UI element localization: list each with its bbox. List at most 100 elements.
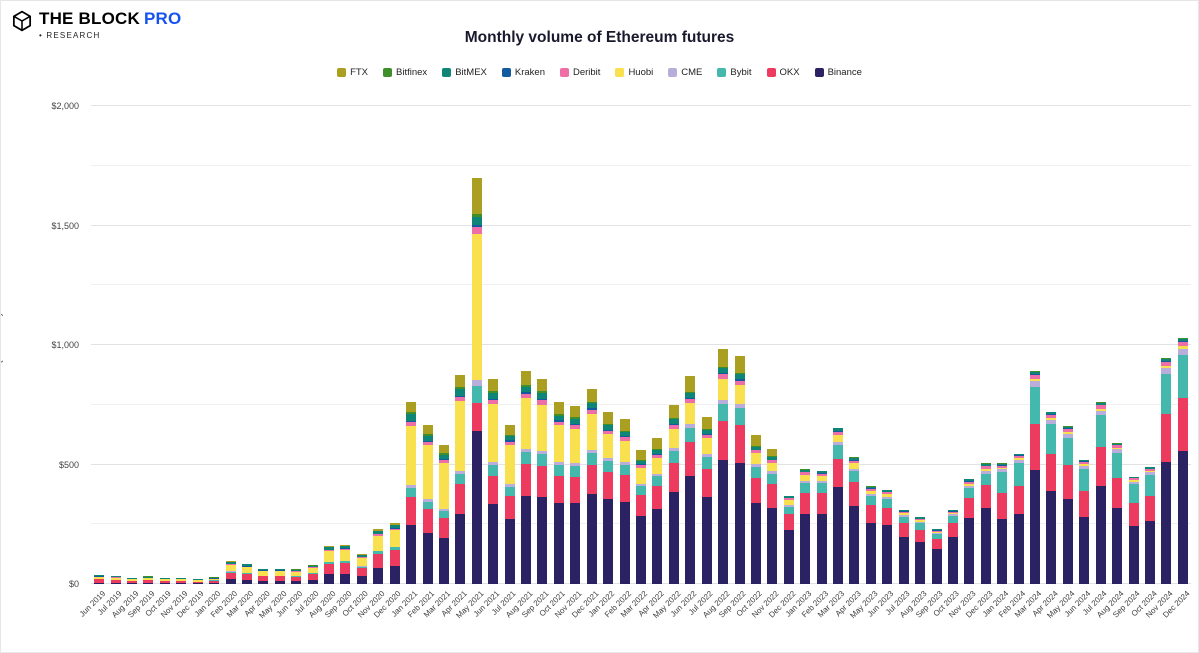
- bar-aug-2023[interactable]: [915, 517, 926, 584]
- bar-may-2020[interactable]: [274, 568, 285, 584]
- bar-apr-2023[interactable]: [849, 457, 860, 584]
- legend-item-deribit[interactable]: Deribit: [559, 67, 600, 78]
- bar-jan-2022[interactable]: [603, 412, 614, 584]
- bar-mar-2020[interactable]: [241, 563, 252, 584]
- bar-segment-okx: [209, 580, 220, 583]
- bar-segment-bitmex: [1112, 443, 1123, 445]
- bar-oct-2024[interactable]: [1144, 466, 1155, 584]
- bar-dec-2024[interactable]: [1177, 337, 1188, 584]
- bar-jan-2020[interactable]: [209, 577, 220, 584]
- bar-mar-2022[interactable]: [636, 450, 646, 584]
- bar-sep-2019[interactable]: [143, 576, 154, 584]
- bar-segment-bybit: [241, 573, 252, 574]
- bar-jun-2021[interactable]: [488, 378, 499, 584]
- bar-nov-2020[interactable]: [373, 529, 384, 584]
- bar-oct-2020[interactable]: [356, 554, 367, 584]
- bar-segment-ftx: [488, 378, 499, 391]
- bar-feb-2023[interactable]: [816, 470, 827, 584]
- the-block-pro-logo[interactable]: THE BLOCK PRO • RESEARCH: [11, 9, 181, 40]
- bar-apr-2022[interactable]: [652, 438, 663, 584]
- bar-jan-2024[interactable]: [997, 463, 1008, 584]
- bar-sep-2022[interactable]: [734, 355, 745, 584]
- legend-item-kraken[interactable]: Kraken: [501, 67, 545, 78]
- bar-apr-2024[interactable]: [1046, 411, 1057, 584]
- bar-segment-okx: [1062, 465, 1073, 500]
- bar-jun-2022[interactable]: [685, 376, 696, 584]
- bar-segment-bitfinex: [586, 401, 597, 404]
- bar-jul-2020[interactable]: [307, 564, 318, 584]
- bar-oct-2022[interactable]: [750, 434, 761, 584]
- bar-oct-2019[interactable]: [159, 578, 170, 584]
- bar-sep-2020[interactable]: [340, 544, 351, 584]
- bar-dec-2022[interactable]: [783, 495, 794, 584]
- bar-mar-2024[interactable]: [1030, 371, 1041, 584]
- bar-dec-2021[interactable]: [586, 389, 597, 584]
- bar-sep-2023[interactable]: [931, 529, 942, 584]
- bar-segment-binance: [1062, 499, 1073, 584]
- bar-mar-2023[interactable]: [833, 427, 843, 584]
- bar-nov-2021[interactable]: [570, 406, 581, 584]
- bar-segment-binance: [406, 524, 417, 584]
- bar-sep-2024[interactable]: [1128, 476, 1139, 584]
- bar-segment-bybit: [438, 510, 449, 518]
- bar-nov-2022[interactable]: [767, 449, 778, 584]
- bar-oct-2021[interactable]: [553, 402, 564, 584]
- bar-segment-okx: [603, 471, 614, 500]
- bar-jun-2023[interactable]: [882, 489, 893, 584]
- bar-segment-bitmex: [1177, 338, 1188, 341]
- bar-segment-cme: [471, 380, 482, 386]
- bar-segment-okx: [127, 581, 138, 584]
- bar-jun-2024[interactable]: [1079, 459, 1090, 584]
- bar-apr-2021[interactable]: [455, 374, 466, 584]
- bar-may-2022[interactable]: [668, 404, 679, 584]
- bar-apr-2020[interactable]: [258, 568, 269, 584]
- bar-jul-2024[interactable]: [1095, 402, 1106, 584]
- bar-aug-2024[interactable]: [1112, 443, 1123, 584]
- legend-item-ftx[interactable]: FTX: [337, 67, 368, 78]
- bar-segment-cme: [1095, 410, 1106, 416]
- bar-nov-2023[interactable]: [964, 478, 975, 584]
- bar-may-2023[interactable]: [865, 486, 876, 584]
- bar-feb-2020[interactable]: [225, 561, 236, 584]
- bar-aug-2022[interactable]: [718, 348, 729, 584]
- bar-jul-2019[interactable]: [110, 575, 121, 584]
- bar-oct-2023[interactable]: [947, 509, 958, 584]
- bar-segment-cme: [1177, 348, 1188, 356]
- legend-item-bitfinex[interactable]: Bitfinex: [383, 67, 427, 78]
- legend-item-bybit[interactable]: Bybit: [717, 67, 752, 78]
- bar-jun-2020[interactable]: [291, 569, 302, 584]
- bar-segment-binance: [783, 530, 794, 584]
- legend-item-binance[interactable]: Binance: [814, 67, 862, 78]
- bar-jul-2022[interactable]: [701, 416, 712, 584]
- bar-jan-2021[interactable]: [406, 402, 417, 584]
- bar-feb-2021[interactable]: [422, 425, 433, 584]
- bar-nov-2024[interactable]: [1161, 358, 1172, 584]
- bar-aug-2020[interactable]: [324, 545, 335, 584]
- bar-jan-2023[interactable]: [800, 469, 811, 584]
- bar-dec-2020[interactable]: [389, 523, 400, 584]
- bar-feb-2022[interactable]: [619, 419, 630, 584]
- bar-mar-2021[interactable]: [438, 445, 449, 584]
- bar-segment-kraken: [685, 397, 696, 400]
- bar-segment-bitmex: [619, 432, 630, 437]
- bar-dec-2019[interactable]: [192, 579, 203, 584]
- bar-dec-2023[interactable]: [980, 463, 991, 584]
- bar-segment-binance: [931, 549, 942, 584]
- bar-sep-2021[interactable]: [537, 378, 548, 584]
- bar-may-2024[interactable]: [1062, 426, 1073, 584]
- bar-segment-bitmex: [192, 579, 203, 581]
- legend-item-cme[interactable]: CME: [668, 67, 702, 78]
- bar-jul-2023[interactable]: [898, 509, 909, 584]
- bar-jun-2019[interactable]: [94, 574, 105, 584]
- bar-segment-bybit: [816, 483, 827, 494]
- bar-segment-binance: [882, 525, 893, 584]
- bar-aug-2019[interactable]: [127, 578, 138, 584]
- legend-item-okx[interactable]: OKX: [766, 67, 800, 78]
- bar-nov-2019[interactable]: [176, 577, 187, 584]
- bar-aug-2021[interactable]: [521, 371, 532, 584]
- bar-feb-2024[interactable]: [1013, 453, 1024, 584]
- legend-item-bitmex[interactable]: BitMEX: [442, 67, 487, 78]
- bar-jul-2021[interactable]: [504, 425, 515, 584]
- bar-may-2021[interactable]: [471, 177, 482, 584]
- legend-item-huobi[interactable]: Huobi: [615, 67, 653, 78]
